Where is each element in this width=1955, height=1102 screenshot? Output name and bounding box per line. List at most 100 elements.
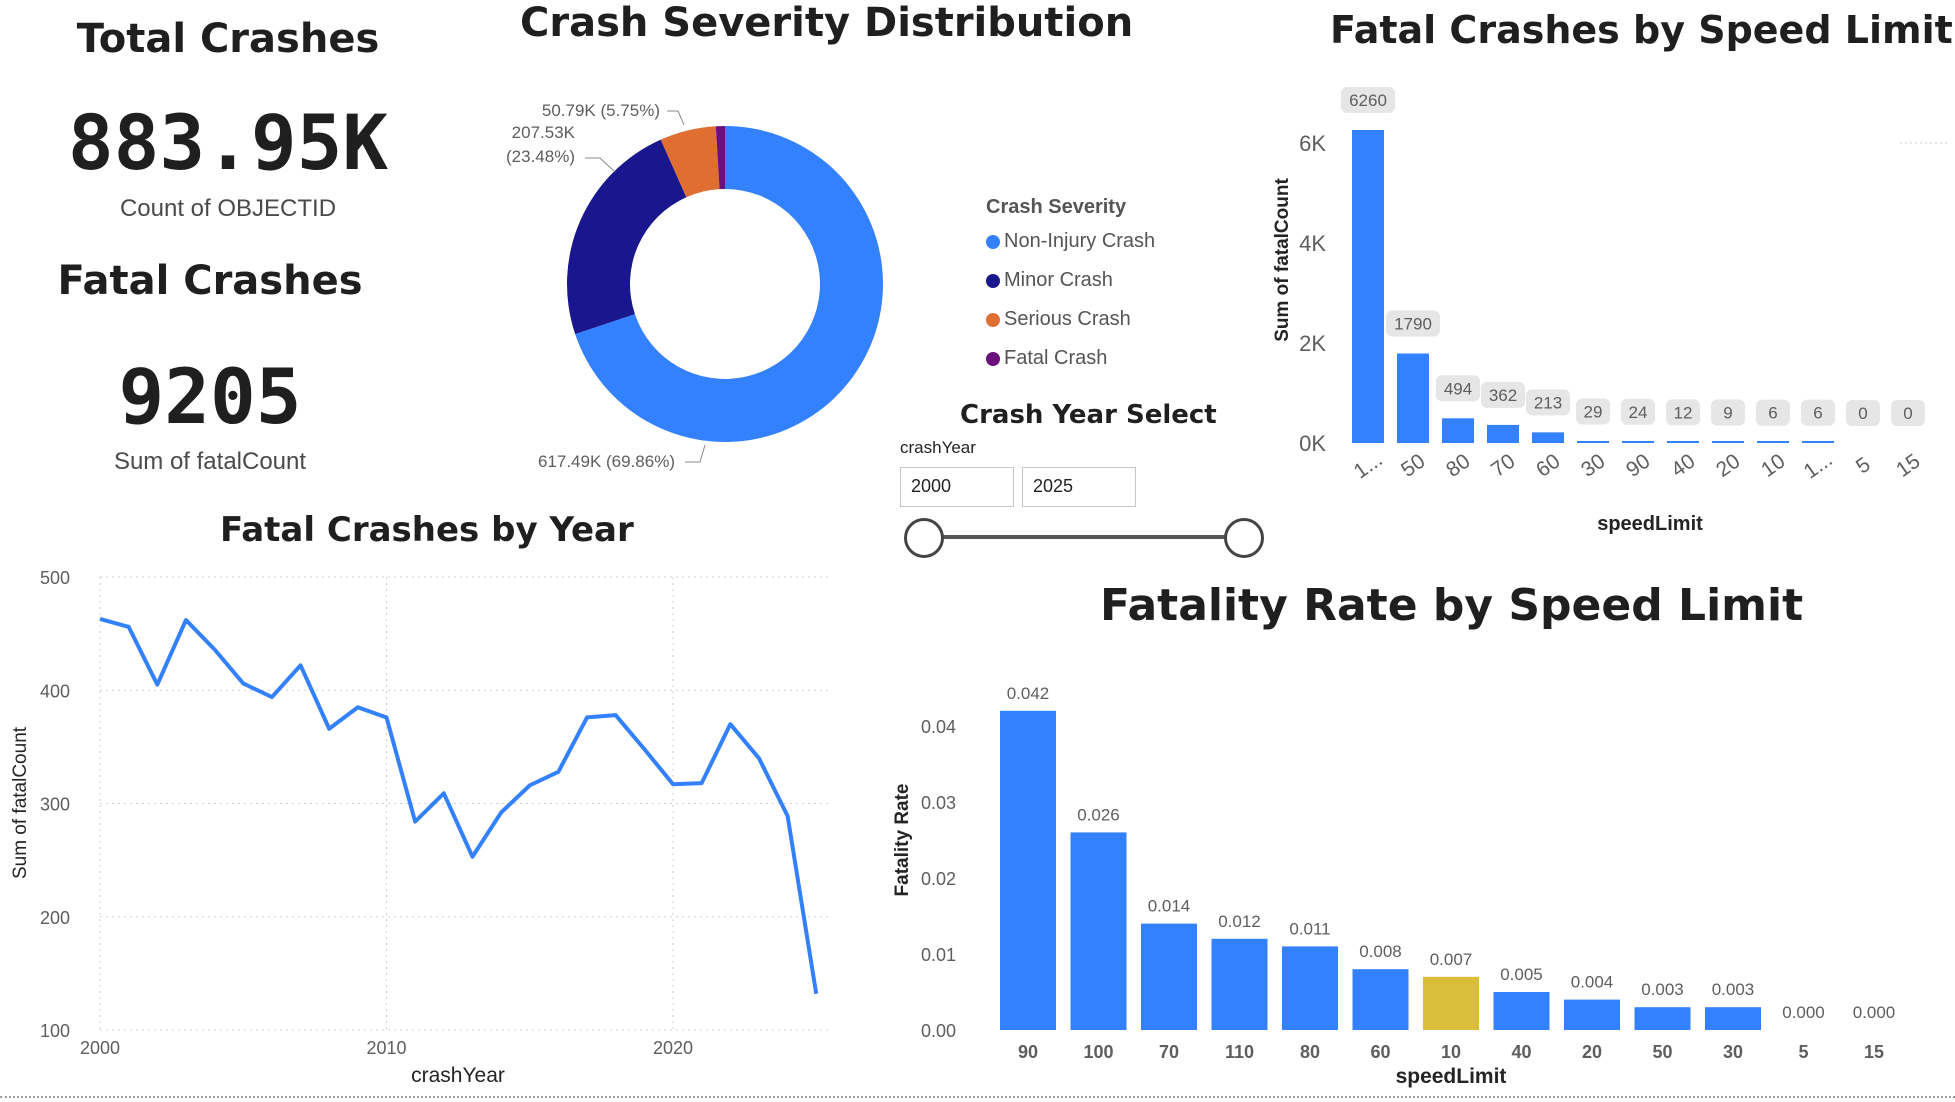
x-tick-label: 90 (1622, 450, 1654, 482)
legend-item-serious[interactable]: Serious Crash (986, 308, 1131, 331)
donut-slice-0 (575, 126, 883, 443)
y-axis-label: Sum of fatalCount (10, 726, 31, 879)
data-label: 0.003 (1712, 980, 1755, 999)
x-tick-label: 100 (1083, 1042, 1113, 1062)
x-tick-label: 20 (1582, 1042, 1602, 1062)
slicer-end-handle[interactable] (1224, 518, 1264, 558)
slicer-start-input[interactable]: 2000 (900, 467, 1014, 507)
y-tick-label: 300 (40, 795, 70, 815)
y-tick-label: 0.03 (921, 793, 956, 813)
bar (1705, 1007, 1761, 1030)
data-label-bg (1801, 399, 1835, 426)
data-label: 362 (1489, 386, 1517, 405)
x-tick-label: 2000 (80, 1038, 120, 1058)
slicer-start-handle[interactable] (904, 518, 944, 558)
slicer-track[interactable] (924, 535, 1244, 539)
data-label: 1790 (1394, 315, 1432, 334)
donut-data-label: (23.48%) (506, 147, 575, 166)
y-tick-label: 400 (40, 681, 70, 701)
bar (1757, 441, 1789, 443)
legend-item-fatal[interactable]: Fatal Crash (986, 347, 1107, 370)
data-label-bg (1756, 399, 1790, 426)
data-label: 9 (1723, 404, 1732, 423)
fatal-crashes-title: Fatal Crashes (57, 258, 363, 304)
x-tick-label: 1... (1800, 448, 1837, 484)
y-axis-label: Sum of fatalCount (1272, 178, 1293, 342)
rate-by-speed-chart: Fatality Rate 0.00 0.01 0.02 0.03 0.04 0.042 90… (892, 684, 1895, 1088)
bar (1352, 130, 1384, 443)
legend-item-non-injury[interactable]: Non-Injury Crash (986, 230, 1155, 253)
bar (1493, 992, 1550, 1030)
data-label-bg (1846, 400, 1880, 426)
bar (1532, 432, 1564, 443)
fatal-crashes-value: 9205 (118, 352, 302, 441)
data-label: 494 (1444, 379, 1472, 398)
bar (1423, 976, 1479, 1030)
data-label: 0.004 (1571, 973, 1614, 992)
x-tick-label: 5 (1798, 1042, 1808, 1062)
bar (1442, 418, 1474, 443)
slicer-field-label: crashYear (900, 438, 976, 457)
data-label: 29 (1584, 403, 1603, 422)
y-tick-label: 100 (40, 1021, 70, 1041)
x-tick-label: 15 (1892, 450, 1924, 482)
data-label: 0.042 (1007, 684, 1050, 703)
bar (1352, 969, 1409, 1030)
donut-slice-3 (715, 126, 725, 190)
bar (1397, 353, 1429, 443)
y-tick-label: 0K (1299, 431, 1326, 456)
bar (1070, 832, 1127, 1030)
y-tick-label: 0.04 (921, 717, 956, 737)
data-label-bg (1386, 310, 1440, 337)
y-tick-label: 0.02 (921, 869, 956, 889)
x-tick-label: 60 (1370, 1042, 1390, 1062)
bar (1282, 946, 1338, 1030)
y-tick-label: 4K (1299, 231, 1326, 256)
y-tick-label: 500 (40, 568, 70, 588)
x-tick-label: 5 (1852, 453, 1875, 479)
data-label: 24 (1629, 403, 1648, 422)
data-label-bg (1576, 398, 1610, 425)
x-tick-label: 2020 (653, 1038, 693, 1058)
data-label: 0.012 (1218, 912, 1261, 931)
x-tick-label: 80 (1300, 1042, 1320, 1062)
legend-dot-icon (986, 234, 1000, 249)
data-label: 0 (1858, 404, 1867, 423)
x-tick-label: 40 (1667, 450, 1699, 482)
fatal-by-year-chart: 100 200 300 400 500 2000 2010 2020 Sum of fatalC… (10, 568, 832, 1087)
x-tick-label: 50 (1652, 1042, 1672, 1062)
y-tick-label: 0.01 (921, 945, 956, 965)
data-label: 0.005 (1500, 965, 1543, 984)
x-tick-label: 30 (1723, 1042, 1743, 1062)
data-label: 0 (1903, 404, 1912, 423)
bar (1712, 441, 1744, 443)
bar (1667, 441, 1699, 443)
fatal-by-speed-chart: Sum of fatalCount0K2K4K6K62601...1790504… (1272, 87, 1950, 535)
data-label: 0.003 (1641, 980, 1684, 999)
bar (1577, 441, 1609, 443)
data-label: 6 (1813, 404, 1822, 423)
donut-slice-2 (660, 126, 720, 198)
total-crashes-title: Total Crashes (76, 16, 380, 62)
y-tick-label: 6K (1299, 131, 1326, 156)
fatal-crashes-label: Sum of fatalCount (113, 448, 307, 475)
x-tick-label: 70 (1159, 1042, 1179, 1062)
severity-donut-chart: 617.49K (69.86%) 207.53K (23.48%) 50.79K (5… (506, 101, 883, 471)
fatal-by-speed-title: Fatal Crashes by Speed Limit (1330, 8, 1953, 52)
data-label: 0.026 (1077, 805, 1120, 824)
y-tick-label: 0.00 (921, 1021, 956, 1041)
legend-dot-icon (986, 273, 1000, 288)
severity-chart-title: Crash Severity Distribution (520, 0, 1134, 46)
donut-label-leader (585, 157, 616, 173)
data-label: 0.008 (1359, 942, 1402, 961)
bar (1000, 710, 1056, 1030)
legend-item-minor[interactable]: Minor Crash (986, 269, 1113, 292)
data-label-bg (1891, 400, 1925, 426)
donut-slice-1 (567, 139, 687, 335)
slicer-title: Crash Year Select (960, 400, 1217, 430)
slicer-end-input[interactable]: 2025 (1022, 467, 1136, 507)
severity-legend-title: Crash Severity (986, 196, 1127, 218)
bar (1802, 441, 1834, 443)
x-tick-label: 40 (1511, 1042, 1531, 1062)
y-tick-label: 200 (40, 908, 70, 928)
